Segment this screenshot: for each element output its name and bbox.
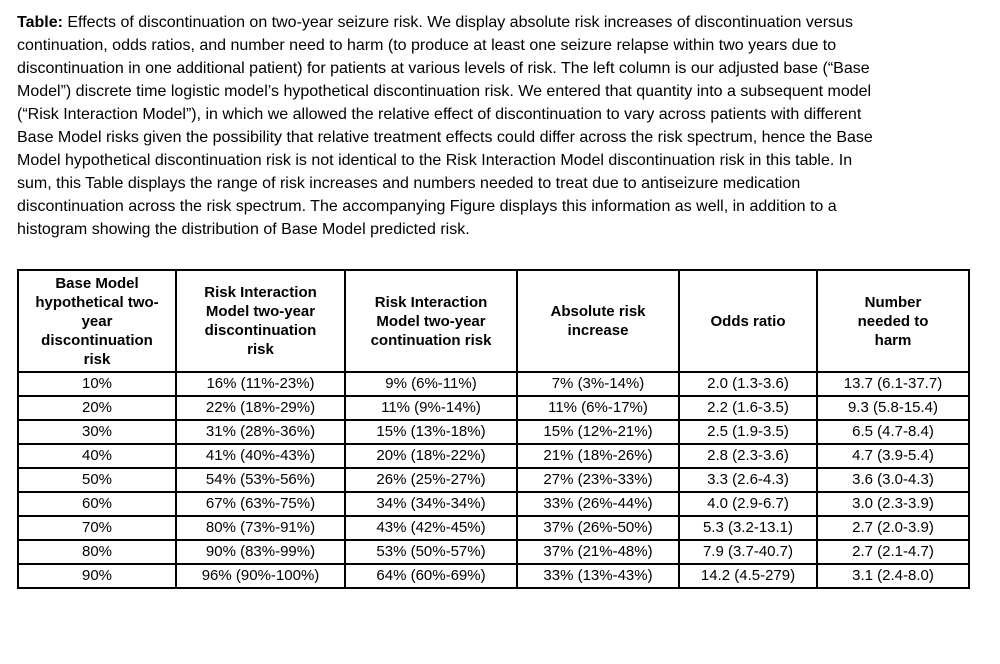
table-cell: 9.3 (5.8-15.4): [816, 395, 970, 421]
table-cell: 64% (60%-69%): [344, 563, 518, 589]
table-cell: 20%: [17, 395, 177, 421]
table-cell: 3.3 (2.6-4.3): [678, 467, 818, 493]
table-cell: 2.5 (1.9-3.5): [678, 419, 818, 445]
table-cell: 27% (23%-33%): [516, 467, 680, 493]
table-cell: 7.9 (3.7-40.7): [678, 539, 818, 565]
header-odds-ratio: Odds ratio: [678, 269, 818, 373]
table-caption: Table: Effects of discontinuation on two…: [17, 11, 891, 241]
table-row: 90% 96% (90%-100%) 64% (60%-69%) 33% (13…: [17, 563, 970, 589]
table-cell: 22% (18%-29%): [175, 395, 346, 421]
table-cell: 50%: [17, 467, 177, 493]
table-caption-text: Effects of discontinuation on two-year s…: [17, 14, 873, 238]
table-cell: 31% (28%-36%): [175, 419, 346, 445]
table-caption-label: Table:: [17, 14, 63, 31]
table-cell: 4.7 (3.9-5.4): [816, 443, 970, 469]
table-cell: 20% (18%-22%): [344, 443, 518, 469]
table-cell: 30%: [17, 419, 177, 445]
header-interaction-model-discontinuation-risk: Risk Interaction Model two-year disconti…: [175, 269, 346, 373]
table-cell: 96% (90%-100%): [175, 563, 346, 589]
table-cell: 80%: [17, 539, 177, 565]
table-cell: 37% (21%-48%): [516, 539, 680, 565]
table-cell: 5.3 (3.2-13.1): [678, 515, 818, 541]
table-cell: 3.1 (2.4-8.0): [816, 563, 970, 589]
table-cell: 2.7 (2.1-4.7): [816, 539, 970, 565]
table-cell: 90%: [17, 563, 177, 589]
table-cell: 11% (6%-17%): [516, 395, 680, 421]
table-cell: 21% (18%-26%): [516, 443, 680, 469]
table-cell: 15% (13%-18%): [344, 419, 518, 445]
table-row: 50% 54% (53%-56%) 26% (25%-27%) 27% (23%…: [17, 467, 970, 493]
table-row: 20% 22% (18%-29%) 11% (9%-14%) 11% (6%-1…: [17, 395, 970, 421]
table-cell: 60%: [17, 491, 177, 517]
header-absolute-risk-increase: Absolute risk increase: [516, 269, 680, 373]
table-cell: 10%: [17, 371, 177, 397]
header-base-model-discontinuation-risk: Base Model hypothetical two-year discont…: [17, 269, 177, 373]
risk-table: Base Model hypothetical two-year discont…: [17, 269, 970, 589]
table-cell: 13.7 (6.1-37.7): [816, 371, 970, 397]
table-cell: 26% (25%-27%): [344, 467, 518, 493]
table-cell: 7% (3%-14%): [516, 371, 680, 397]
table-cell: 43% (42%-45%): [344, 515, 518, 541]
table-cell: 4.0 (2.9-6.7): [678, 491, 818, 517]
risk-table-head: Base Model hypothetical two-year discont…: [17, 269, 970, 373]
table-cell: 3.6 (3.0-4.3): [816, 467, 970, 493]
table-cell: 41% (40%-43%): [175, 443, 346, 469]
table-row: 80% 90% (83%-99%) 53% (50%-57%) 37% (21%…: [17, 539, 970, 565]
table-cell: 70%: [17, 515, 177, 541]
table-cell: 2.8 (2.3-3.6): [678, 443, 818, 469]
table-cell: 9% (6%-11%): [344, 371, 518, 397]
table-row: 60% 67% (63%-75%) 34% (34%-34%) 33% (26%…: [17, 491, 970, 517]
table-cell: 37% (26%-50%): [516, 515, 680, 541]
header-row: Base Model hypothetical two-year discont…: [17, 269, 970, 373]
table-cell: 14.2 (4.5-279): [678, 563, 818, 589]
table-cell: 11% (9%-14%): [344, 395, 518, 421]
risk-table-body: 10% 16% (11%-23%) 9% (6%-11%) 7% (3%-14%…: [17, 371, 970, 589]
header-number-needed-to-harm: Number needed to harm: [816, 269, 970, 373]
table-cell: 34% (34%-34%): [344, 491, 518, 517]
table-row: 40% 41% (40%-43%) 20% (18%-22%) 21% (18%…: [17, 443, 970, 469]
table-cell: 90% (83%-99%): [175, 539, 346, 565]
table-cell: 67% (63%-75%): [175, 491, 346, 517]
document-page: Table: Effects of discontinuation on two…: [17, 11, 1000, 589]
table-row: 70% 80% (73%-91%) 43% (42%-45%) 37% (26%…: [17, 515, 970, 541]
table-row: 10% 16% (11%-23%) 9% (6%-11%) 7% (3%-14%…: [17, 371, 970, 397]
table-cell: 2.0 (1.3-3.6): [678, 371, 818, 397]
table-cell: 80% (73%-91%): [175, 515, 346, 541]
table-cell: 40%: [17, 443, 177, 469]
table-cell: 6.5 (4.7-8.4): [816, 419, 970, 445]
table-row: 30% 31% (28%-36%) 15% (13%-18%) 15% (12%…: [17, 419, 970, 445]
header-interaction-model-continuation-risk: Risk Interaction Model two-year continua…: [344, 269, 518, 373]
table-cell: 15% (12%-21%): [516, 419, 680, 445]
table-cell: 33% (13%-43%): [516, 563, 680, 589]
table-cell: 33% (26%-44%): [516, 491, 680, 517]
table-cell: 53% (50%-57%): [344, 539, 518, 565]
table-cell: 2.7 (2.0-3.9): [816, 515, 970, 541]
table-cell: 3.0 (2.3-3.9): [816, 491, 970, 517]
table-cell: 2.2 (1.6-3.5): [678, 395, 818, 421]
table-cell: 16% (11%-23%): [175, 371, 346, 397]
table-cell: 54% (53%-56%): [175, 467, 346, 493]
